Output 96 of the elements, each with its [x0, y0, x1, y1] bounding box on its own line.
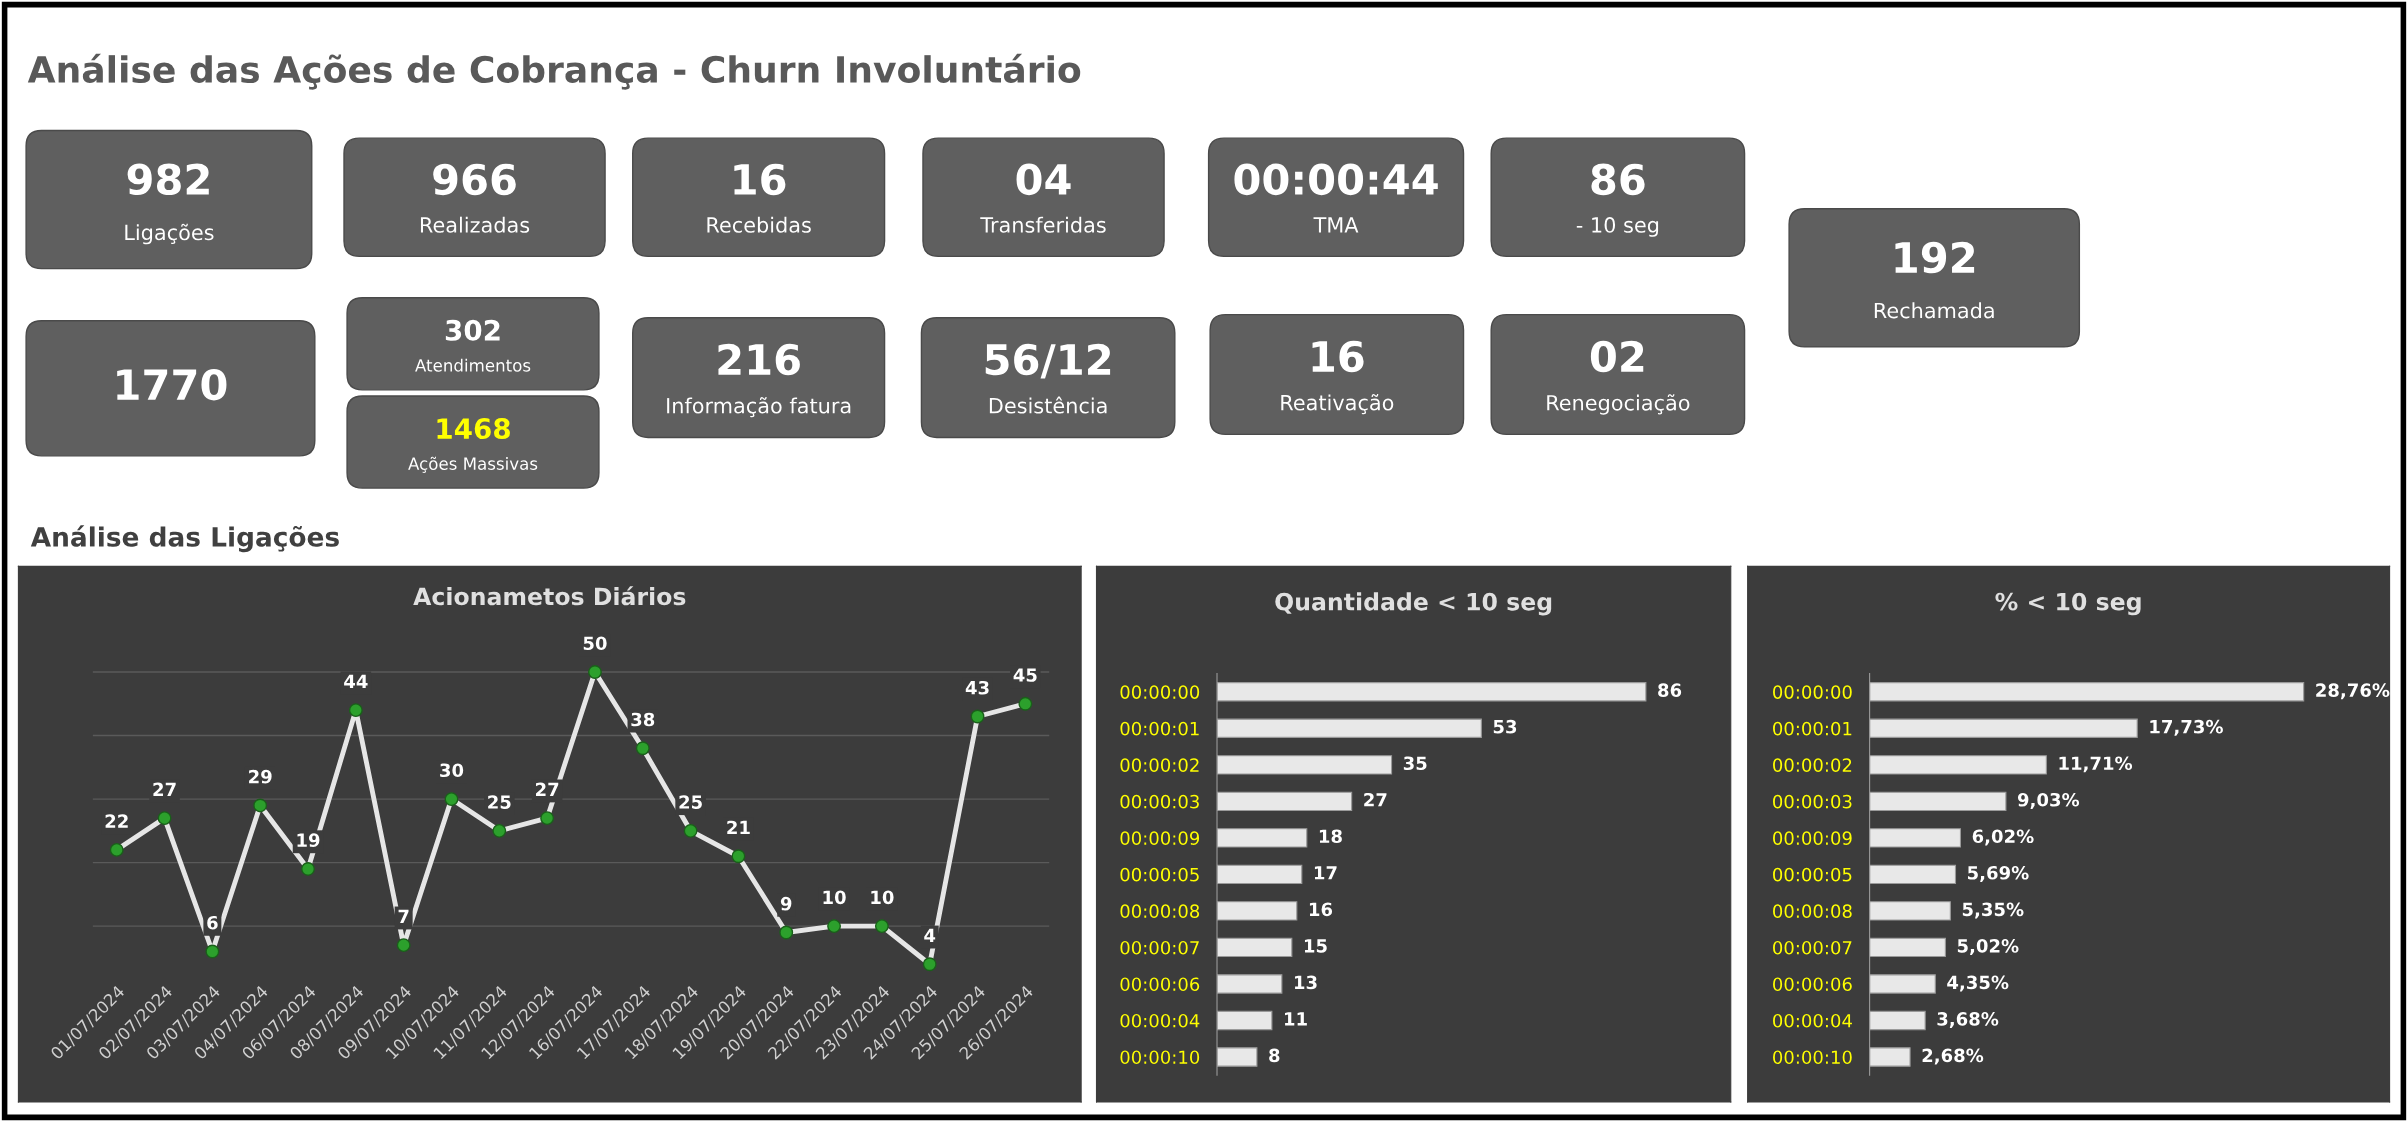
text: 192: [1895, 241, 1975, 274]
text: Análise das Ações de Cobrança - Churn Involuntário: [27, 53, 1081, 90]
data-label: 10: [871, 890, 894, 905]
data-label: 16: [1309, 902, 1333, 917]
text: 16: [734, 163, 786, 196]
y-tick-label: 00:00:04: [1120, 1013, 1200, 1028]
data-label: 25: [488, 795, 511, 809]
y-tick-label: 00:00:07: [1773, 940, 1852, 955]
y-tick-label: 00:00:08: [1773, 904, 1852, 919]
data-label: 11: [1285, 1012, 1307, 1026]
data-label: 27: [1364, 792, 1387, 807]
data-label: 27: [153, 782, 176, 796]
y-tick-label: 00:00:09: [1120, 831, 1200, 845]
data-label: 25: [679, 795, 702, 809]
data-label: 13: [1294, 975, 1317, 990]
data-label: 29: [249, 769, 272, 784]
y-tick-label: 00:00:07: [1120, 940, 1199, 955]
y-tick-label: 00:00:06: [1773, 977, 1852, 992]
text: 56/12: [985, 343, 1111, 379]
data-label: 5,35%: [1962, 902, 2024, 919]
data-label: 53: [1493, 719, 1517, 734]
text: Análise das Ligações: [30, 525, 339, 553]
category-label: Ligações: [125, 223, 214, 245]
data-label: 9,03%: [2017, 792, 2080, 809]
data-label: 10: [823, 890, 846, 905]
category-label: Rechamada: [1874, 302, 1994, 319]
y-tick-label: 00:00:03: [1773, 794, 1852, 809]
data-label: 50: [583, 636, 607, 651]
y-tick-label: 00:00:04: [1773, 1013, 1852, 1028]
category-label: Realizadas: [420, 216, 530, 233]
data-label: 3,68%: [1937, 1012, 1999, 1029]
category-label: Desistência: [989, 396, 1107, 414]
data-label: 30: [440, 763, 464, 778]
text: 1468: [437, 418, 510, 440]
data-label: 7: [398, 909, 409, 923]
category-label: Atendimentos: [415, 358, 531, 372]
text: 982: [127, 163, 209, 196]
data-label: 9: [780, 896, 792, 911]
data-label: 11,71%: [2059, 756, 2133, 773]
y-tick-label: 00:00:10: [1120, 1050, 1200, 1065]
y-tick-label: 00:00:05: [1120, 867, 1199, 882]
text: 00:00:44: [1234, 163, 1438, 196]
data-label: 27: [535, 782, 559, 796]
data-label: 8: [1269, 1048, 1280, 1063]
text: 216: [718, 343, 800, 376]
text: 04: [1016, 163, 1071, 196]
y-tick-label: 00:00:01: [1773, 721, 1852, 736]
data-label: 21: [727, 820, 750, 835]
category-label: - 10 seg: [1576, 217, 1659, 237]
text: 1770: [117, 368, 227, 401]
y-tick-label: 00:00:01: [1120, 721, 1199, 736]
y-tick-label: 00:00:09: [1773, 831, 1852, 845]
text: 16: [1312, 340, 1364, 373]
data-label: 4: [924, 928, 936, 943]
data-label: 6: [207, 915, 218, 930]
y-tick-label: 00:00:08: [1120, 904, 1200, 919]
y-tick-label: 00:00:06: [1120, 977, 1200, 992]
data-label: 28,76%: [2316, 683, 2390, 700]
category-label: Transferidas: [980, 216, 1106, 233]
category-label: Informação fatura: [667, 397, 851, 418]
data-label: 35: [1403, 756, 1427, 771]
y-tick-label: 00:00:03: [1120, 794, 1199, 809]
data-label: 5,02%: [1957, 939, 2019, 955]
data-label: 15: [1304, 939, 1327, 953]
text: 02: [1590, 340, 1644, 373]
data-label: 44: [344, 674, 368, 688]
data-label: 5,69%: [1967, 865, 2029, 882]
data-label: 43: [965, 680, 989, 695]
data-label: 18: [1319, 829, 1342, 844]
y-tick-label: 00:00:05: [1773, 867, 1852, 882]
data-label: 4,35%: [1947, 975, 2009, 992]
y-tick-label: 00:00:10: [1773, 1050, 1852, 1065]
data-label: 19: [297, 833, 320, 847]
data-label: 6,02%: [1972, 829, 2034, 846]
data-label: 45: [1013, 668, 1037, 682]
category-label: Reativação: [1281, 394, 1394, 415]
y-tick-label: 00:00:02: [1773, 758, 1852, 772]
data-label: 17: [1314, 866, 1337, 880]
data-label: 38: [631, 712, 655, 727]
data-label: 2,68%: [1922, 1048, 1984, 1065]
text: 966: [433, 163, 516, 196]
category-label: Ações Massivas: [408, 456, 538, 473]
chart-title: Quantidade < 10 seg: [1275, 592, 1552, 616]
y-tick-label: 00:00:02: [1120, 758, 1199, 772]
category-label: TMA: [1313, 217, 1359, 233]
y-tick-label: 00:00:00: [1120, 685, 1200, 699]
y-tick-label: 00:00:00: [1773, 685, 1852, 699]
chart-title: Acionametos Diários: [413, 586, 686, 606]
text: 86: [1591, 163, 1645, 196]
data-label: 22: [105, 814, 128, 828]
category-label: Recebidas: [707, 216, 811, 233]
chart-title: % < 10 seg: [1995, 592, 2141, 616]
data-label: 86: [1658, 683, 1682, 698]
data-label: 17,73%: [2150, 719, 2223, 736]
category-label: Renegociação: [1547, 394, 1690, 415]
text: 302: [445, 319, 500, 341]
